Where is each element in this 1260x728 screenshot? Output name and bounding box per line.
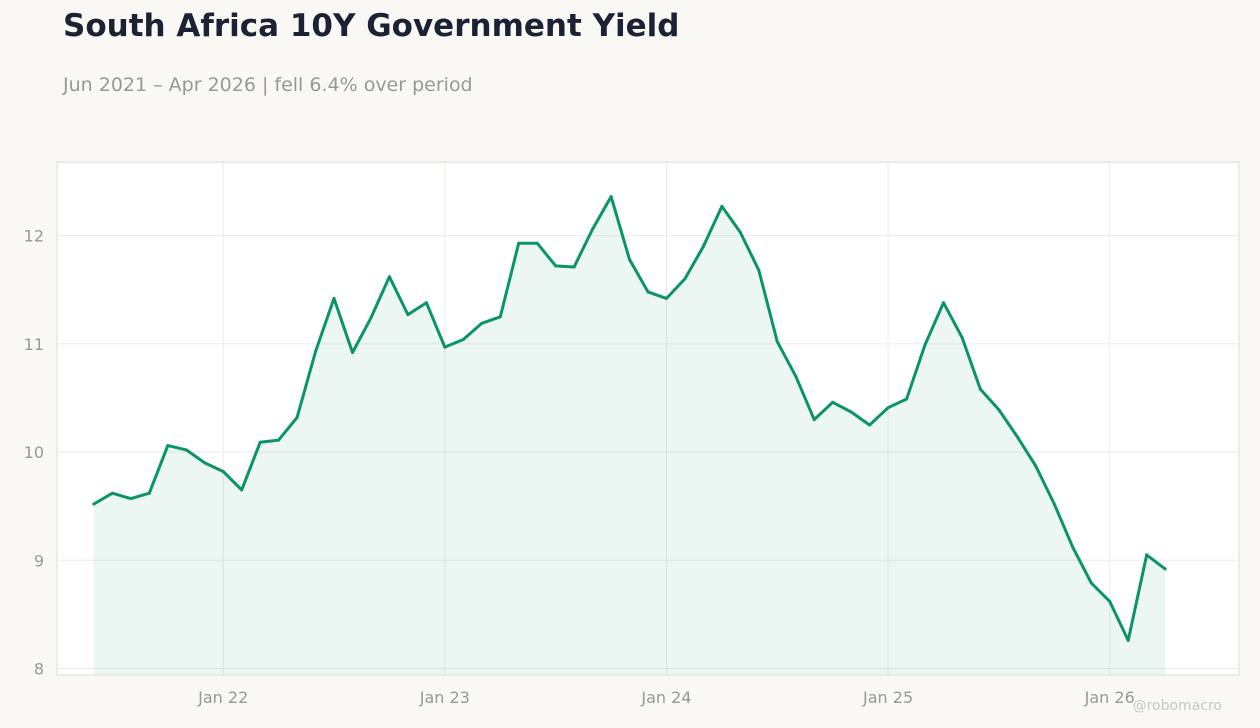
data-point [701, 244, 705, 248]
data-point [868, 423, 872, 427]
data-point [184, 448, 188, 452]
data-point [424, 301, 428, 305]
data-point [92, 502, 96, 506]
data-point [1089, 581, 1093, 585]
data-point [757, 268, 761, 272]
chart-title: South Africa 10Y Government Yield [63, 8, 680, 44]
data-point [461, 338, 465, 341]
data-point [591, 227, 595, 231]
y-axis-ticks: 8 9 10 11 12 [24, 227, 44, 679]
data-point [978, 387, 982, 391]
data-point [535, 241, 539, 245]
data-point [1015, 435, 1019, 439]
data-point [314, 349, 318, 353]
plot-border [56, 161, 1240, 676]
data-point [960, 335, 964, 339]
y-tick-label: 10 [24, 443, 44, 462]
x-axis-ticks: Jan 22 Jan 23 Jan 24 Jan 25 Jan 26 [197, 688, 1135, 707]
x-tick-label: Jan 26 [1084, 688, 1135, 707]
x-tick-label: Jan 23 [419, 688, 470, 707]
x-tick-label: Jan 25 [862, 688, 913, 707]
x-tick-label: Jan 22 [197, 688, 248, 707]
data-point [886, 406, 890, 410]
data-point [849, 410, 853, 414]
data-point [406, 313, 410, 317]
data-point [110, 491, 114, 495]
yield-area-fill [93, 196, 1166, 675]
data-point [1034, 464, 1038, 468]
data-point [240, 488, 244, 492]
data-point [1108, 599, 1112, 603]
data-point [1071, 545, 1075, 549]
data-point [295, 415, 299, 419]
data-point [720, 204, 724, 208]
data-point [277, 438, 281, 442]
data-point [683, 277, 687, 281]
data-point [332, 296, 336, 300]
yield-data-points [92, 195, 1167, 642]
plot-area [57, 162, 1239, 675]
data-point [369, 316, 373, 320]
data-point [203, 461, 207, 465]
x-tick-label: Jan 24 [640, 688, 691, 707]
data-point [572, 265, 576, 269]
grid-lines [57, 162, 1239, 675]
data-point [628, 257, 631, 261]
y-tick-label: 11 [24, 335, 44, 354]
data-point [1145, 553, 1149, 557]
data-point [1163, 567, 1167, 571]
data-point [646, 290, 650, 294]
y-tick-label: 12 [24, 227, 44, 246]
data-point [1126, 638, 1130, 642]
data-point [480, 321, 484, 325]
data-point [942, 301, 945, 305]
y-tick-label: 8 [34, 660, 44, 679]
data-point [443, 345, 447, 349]
data-point [351, 351, 354, 354]
chart-subtitle: Jun 2021 – Apr 2026 | fell 6.4% over per… [63, 74, 473, 96]
data-point [498, 315, 502, 319]
data-point [129, 497, 133, 501]
watermark-text: @robomacro [1133, 698, 1222, 714]
data-point [387, 275, 391, 279]
data-point [166, 444, 170, 448]
data-point [554, 264, 558, 268]
data-point [665, 296, 668, 300]
data-point [517, 241, 521, 245]
data-point [794, 374, 798, 378]
data-point [147, 491, 151, 495]
data-point [812, 418, 816, 422]
data-point [997, 408, 1001, 412]
data-point [831, 400, 835, 404]
data-point [775, 340, 779, 344]
y-tick-label: 9 [34, 551, 44, 570]
data-point [221, 470, 225, 473]
data-point [923, 343, 927, 347]
data-point [1052, 502, 1056, 506]
data-point [738, 230, 742, 234]
data-point [258, 440, 262, 444]
data-point [609, 195, 613, 199]
data-point [905, 397, 909, 401]
